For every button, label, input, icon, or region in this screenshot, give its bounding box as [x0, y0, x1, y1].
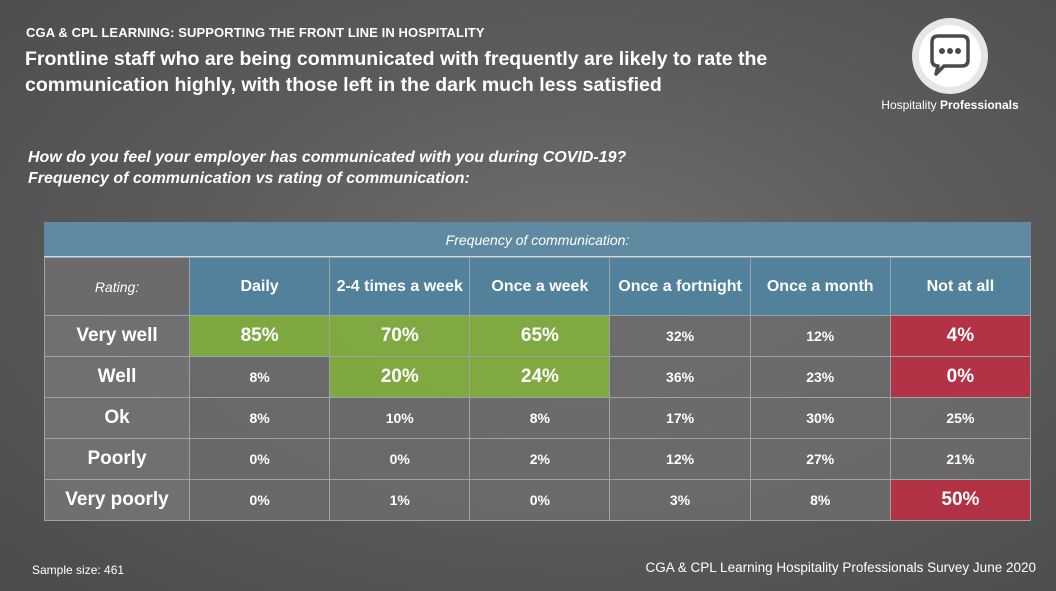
- logo-text: Hospitality Professionals: [866, 98, 1034, 112]
- table-cell: 20%: [329, 356, 471, 398]
- question-line-2: Frequency of communication vs rating of …: [28, 170, 470, 187]
- table-cell: 0%: [889, 356, 1032, 398]
- table-cell: 0%: [329, 438, 471, 480]
- table-cell: 1%: [329, 479, 471, 521]
- table-cell: 8%: [188, 356, 331, 398]
- source-note: CGA & CPL Learning Hospitality Professio…: [645, 560, 1036, 575]
- table-row: Well 8% 20% 24% 36% 23% 0%: [44, 356, 1032, 398]
- table-cell: 24%: [469, 356, 611, 398]
- table-cell: 17%: [609, 397, 751, 439]
- logo-text-bold: Professionals: [939, 98, 1019, 112]
- table-cell: 3%: [609, 479, 751, 521]
- question-line-1: How do you feel your employer has commun…: [28, 149, 627, 166]
- table-cell: 85%: [188, 315, 331, 357]
- kicker-title: CGA & CPL LEARNING: SUPPORTING THE FRONT…: [26, 25, 485, 40]
- table-cell: 0%: [188, 479, 331, 521]
- sample-size: Sample size: 461: [32, 563, 125, 577]
- column-header-row: Rating: Daily 2-4 times a week Once a we…: [44, 257, 1032, 316]
- logo-text-plain: Hospitality: [881, 98, 940, 112]
- table-cell: 21%: [889, 438, 1032, 480]
- table-cell: 8%: [749, 479, 891, 521]
- column-header: Once a week: [469, 257, 611, 316]
- table-cell: 8%: [188, 397, 331, 439]
- table-row: Ok 8% 10% 8% 17% 30% 25%: [44, 397, 1032, 439]
- speech-bubble-icon: [910, 16, 990, 96]
- row-label: Very well: [44, 315, 190, 357]
- column-header: Daily: [188, 257, 331, 316]
- table-cell: 12%: [609, 438, 751, 480]
- column-header: Not at all: [889, 257, 1032, 316]
- table-row: Very well 85% 70% 65% 32% 12% 4%: [44, 315, 1032, 357]
- table-row: Very poorly 0% 1% 0% 3% 8% 50%: [44, 479, 1032, 521]
- table-body: Very well 85% 70% 65% 32% 12% 4% Well 8% 20% 24% 36…: [44, 315, 1032, 521]
- table-cell: 4%: [889, 315, 1032, 357]
- page-headline: Frontline staff who are being communicat…: [25, 48, 768, 96]
- column-header: Once a fortnight: [609, 257, 751, 316]
- results-table: Frequency of communication: Rating: Dail…: [44, 222, 1032, 521]
- table-cell: 32%: [609, 315, 751, 357]
- frequency-header: Frequency of communication:: [44, 222, 1031, 258]
- table-cell: 30%: [749, 397, 891, 439]
- row-label: Very poorly: [44, 479, 190, 521]
- table-cell: 25%: [889, 397, 1032, 439]
- table-cell: 8%: [469, 397, 611, 439]
- data-table: Rating: Daily 2-4 times a week Once a we…: [44, 257, 1032, 521]
- rating-header: Rating:: [44, 257, 190, 316]
- column-header: Once a month: [749, 257, 891, 316]
- table-cell: 23%: [749, 356, 891, 398]
- table-row: Poorly 0% 0% 2% 12% 27% 21%: [44, 438, 1032, 480]
- table-cell: 36%: [609, 356, 751, 398]
- row-label: Poorly: [44, 438, 190, 480]
- table-cell: 10%: [329, 397, 471, 439]
- table-cell: 12%: [749, 315, 891, 357]
- table-cell: 2%: [469, 438, 611, 480]
- table-cell: 50%: [889, 479, 1032, 521]
- survey-question: How do you feel your employer has commun…: [28, 147, 626, 189]
- table-cell: 65%: [469, 315, 611, 357]
- table-cell: 0%: [188, 438, 331, 480]
- column-header: 2-4 times a week: [329, 257, 471, 316]
- table-cell: 0%: [469, 479, 611, 521]
- row-label: Well: [44, 356, 190, 398]
- table-cell: 27%: [749, 438, 891, 480]
- row-label: Ok: [44, 397, 190, 439]
- table-cell: 70%: [329, 315, 471, 357]
